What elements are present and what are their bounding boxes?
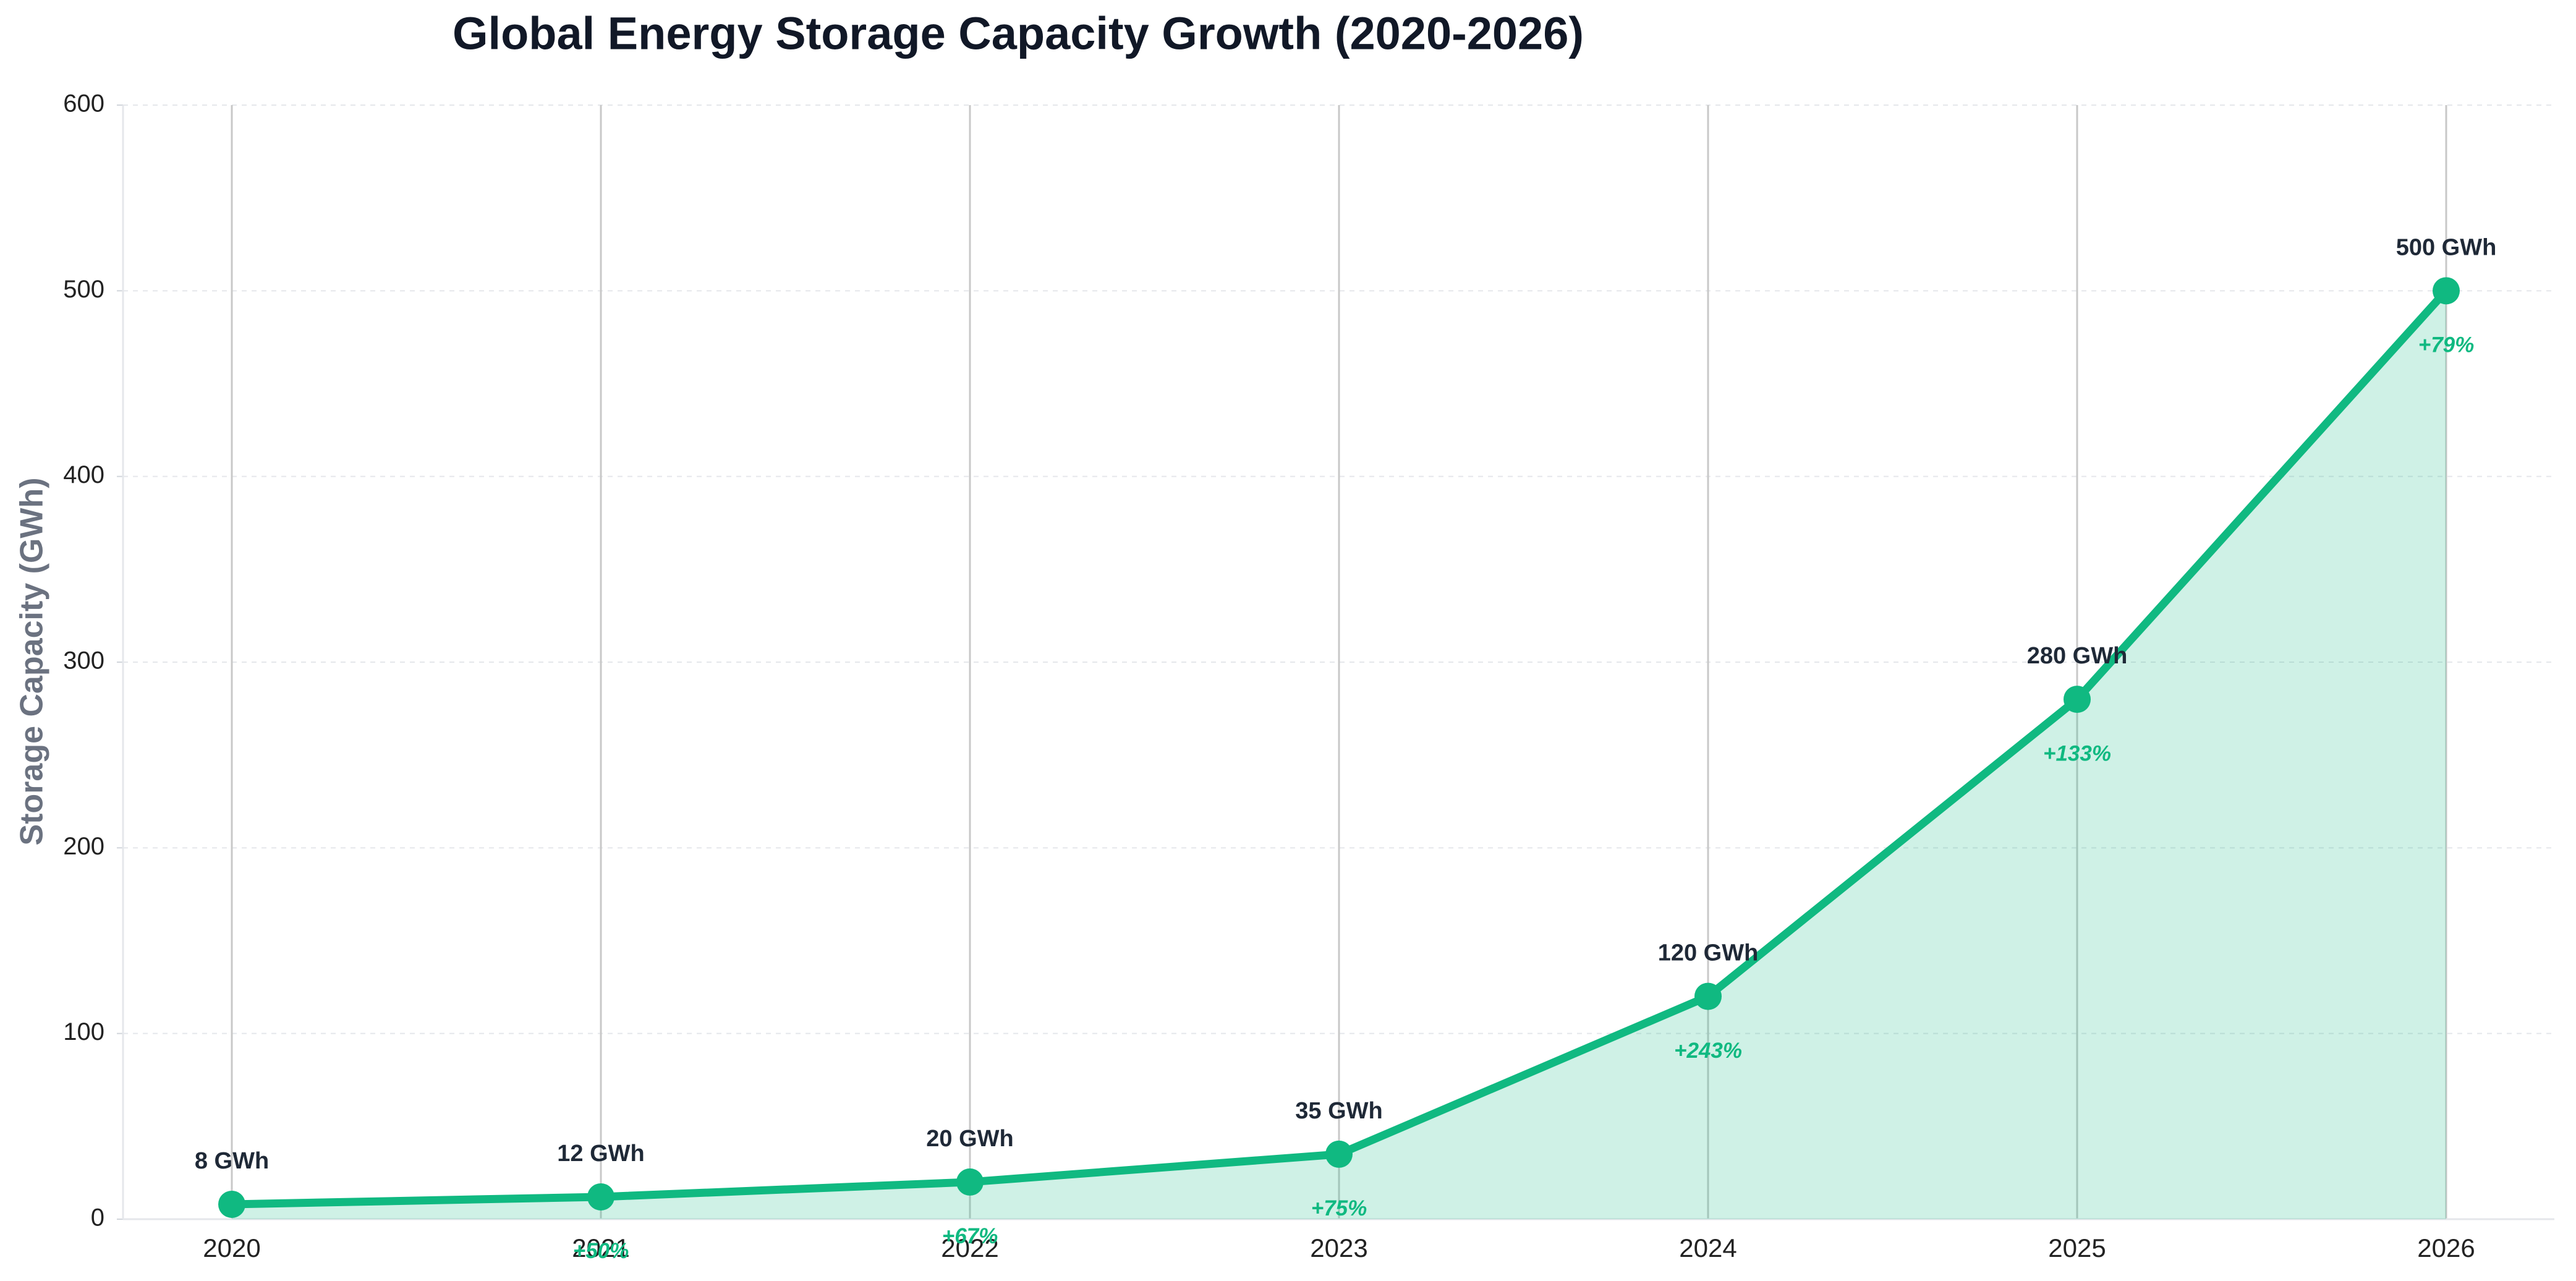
- y-tick-label: 400: [63, 461, 104, 488]
- growth-label: +243%: [1674, 1039, 1742, 1063]
- x-tick-label: 2021: [572, 1233, 629, 1262]
- value-label: 20 GWh: [926, 1126, 1013, 1152]
- point: [1694, 982, 1722, 1010]
- x-tick-label: 2025: [2048, 1233, 2106, 1262]
- x-tick-label: 2022: [941, 1233, 998, 1262]
- growth-label: +133%: [2043, 741, 2111, 765]
- y-tick-label: 100: [63, 1018, 104, 1045]
- y-tick-label: 500: [63, 276, 104, 303]
- growth-label: +79%: [2418, 333, 2475, 357]
- area-fill: [232, 291, 2446, 1219]
- value-label: 500 GWh: [2396, 234, 2497, 260]
- y-tick-label: 600: [63, 90, 104, 117]
- value-label: 120 GWh: [1658, 940, 1759, 966]
- value-label: 35 GWh: [1295, 1098, 1382, 1124]
- y-axis-label: Storage Capacity (GWh): [14, 477, 50, 845]
- value-label: 12 GWh: [557, 1141, 644, 1167]
- point: [218, 1190, 245, 1218]
- y-tick-label: 300: [63, 647, 104, 675]
- value-label: 8 GWh: [195, 1148, 269, 1174]
- point: [2433, 277, 2460, 305]
- y-tick-label: 200: [63, 833, 104, 860]
- x-tick-label: 2026: [2417, 1233, 2475, 1262]
- x-tick-label: 2023: [1310, 1233, 1367, 1262]
- point: [587, 1183, 614, 1211]
- growth-label: +67%: [942, 1224, 998, 1248]
- value-label: 280 GWh: [2027, 643, 2128, 669]
- x-tick-label: 2020: [203, 1233, 260, 1262]
- point: [2064, 686, 2091, 713]
- growth-label: +75%: [1311, 1196, 1367, 1220]
- x-tick-label: 2024: [1679, 1233, 1736, 1262]
- point: [956, 1168, 984, 1196]
- point: [1325, 1140, 1353, 1168]
- growth-label: +50%: [573, 1239, 629, 1263]
- chart-title: Global Energy Storage Capacity Growth (2…: [453, 8, 1584, 59]
- y-tick-label: 0: [91, 1204, 104, 1232]
